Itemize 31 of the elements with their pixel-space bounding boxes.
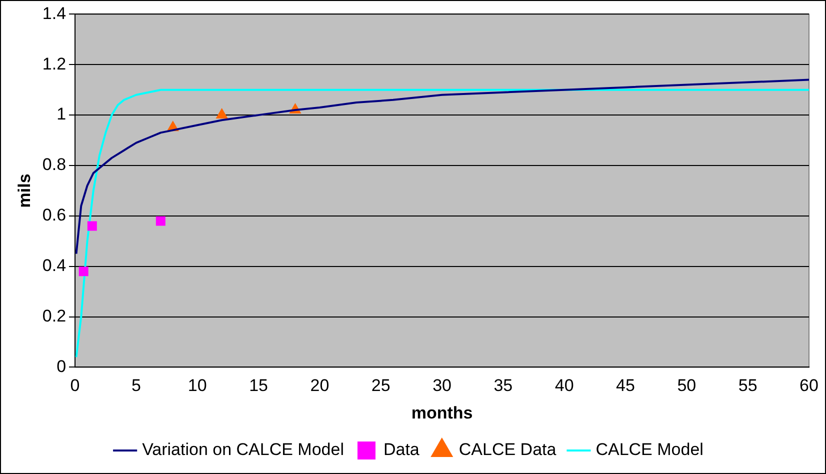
point [216, 108, 228, 119]
x-tick-label: 55 [738, 376, 758, 396]
point [78, 266, 88, 276]
x-tick-label: 40 [554, 376, 574, 396]
x-axis-title: months [411, 403, 473, 422]
x-tick-label: 60 [800, 376, 818, 396]
x-tick-label: 10 [188, 376, 207, 396]
legend-label: CALCE Model [596, 440, 704, 460]
y-tick-label: 0.4 [42, 256, 66, 276]
legend-label: Data [383, 440, 420, 460]
y-tick-label: 1.2 [42, 54, 66, 74]
x-tick-label: 0 [70, 376, 80, 396]
point [87, 221, 97, 231]
x-tick-label: 35 [494, 376, 513, 396]
y-axis-title: mils [14, 174, 34, 208]
legend-label: CALCE Data [458, 440, 557, 460]
y-tick-label: 1.4 [42, 4, 66, 23]
y-tick-label: 0 [56, 356, 66, 376]
y-tick-label: 0.2 [42, 306, 66, 326]
y-tick-label: 0.8 [42, 155, 66, 174]
x-tick-label: 50 [677, 376, 696, 396]
legend-label: Variation on CALCE Model [142, 440, 344, 460]
x-tick-label: 5 [131, 376, 141, 396]
x-tick-label: 25 [371, 376, 390, 396]
x-tick-label: 30 [432, 376, 452, 396]
x-tick-label: 20 [310, 376, 330, 396]
y-tick-label: 1 [56, 104, 66, 124]
x-tick-label: 15 [249, 376, 268, 396]
point [156, 216, 166, 226]
y-tick-label: 0.6 [42, 206, 66, 225]
x-tick-label: 45 [616, 376, 635, 396]
